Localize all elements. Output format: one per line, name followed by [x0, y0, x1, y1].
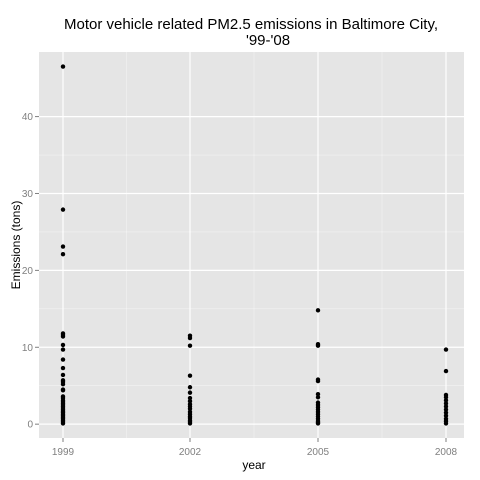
- data-point: [443, 368, 449, 374]
- data-point: [60, 388, 66, 393]
- data-point: [60, 381, 66, 387]
- y-tick-label: 30: [22, 189, 34, 200]
- x-tick-label: 2008: [435, 447, 458, 458]
- data-point: [60, 244, 66, 249]
- x-axis: 1999 2002 2005 2008: [52, 438, 458, 458]
- data-point: [187, 395, 193, 401]
- data-point: [60, 357, 66, 362]
- data-point: [315, 378, 321, 384]
- data-point: [315, 395, 321, 400]
- data-point: [60, 64, 66, 69]
- data-point: [315, 391, 321, 397]
- x-axis-title: year: [242, 458, 265, 472]
- data-point: [443, 410, 449, 415]
- data-point: [60, 342, 66, 348]
- data-point: [60, 372, 66, 378]
- data-point: [187, 406, 193, 411]
- x-tick-label: 1999: [52, 447, 75, 458]
- y-tick-label: 20: [22, 266, 34, 277]
- data-point: [443, 404, 449, 409]
- data-point: [315, 308, 321, 313]
- x-tick-label: 2002: [179, 447, 202, 458]
- y-axis: 0 10 20 30 40: [22, 112, 39, 431]
- data-point: [187, 421, 193, 426]
- y-axis-title: Emissions (tons): [9, 201, 23, 290]
- data-point: [315, 421, 321, 426]
- data-point: [187, 385, 193, 390]
- data-points: [60, 64, 449, 426]
- chart-title-line-1: Motor vehicle related PM2.5 emissions in…: [64, 16, 438, 33]
- data-point: [60, 421, 66, 426]
- data-point: [187, 343, 193, 348]
- y-tick-label: 40: [22, 112, 34, 123]
- data-point: [443, 347, 449, 352]
- data-point: [60, 252, 66, 257]
- data-point: [60, 347, 66, 352]
- x-tick-label: 2005: [307, 447, 330, 458]
- data-point: [60, 207, 66, 212]
- data-point: [187, 373, 193, 378]
- data-point: [60, 365, 66, 371]
- data-point: [443, 407, 449, 412]
- data-point: [187, 335, 193, 341]
- plot-panel: [39, 52, 464, 438]
- data-point: [187, 398, 193, 404]
- data-point: [443, 395, 449, 400]
- chart-title-line-2: '99-'08: [246, 32, 290, 49]
- y-tick-label: 10: [22, 343, 34, 354]
- data-point: [315, 343, 321, 348]
- data-point: [187, 390, 193, 395]
- data-point: [443, 413, 449, 418]
- data-point: [443, 401, 449, 406]
- data-point: [60, 334, 66, 339]
- y-tick-label: 0: [27, 420, 33, 431]
- data-point: [443, 421, 449, 426]
- data-point: [443, 398, 449, 403]
